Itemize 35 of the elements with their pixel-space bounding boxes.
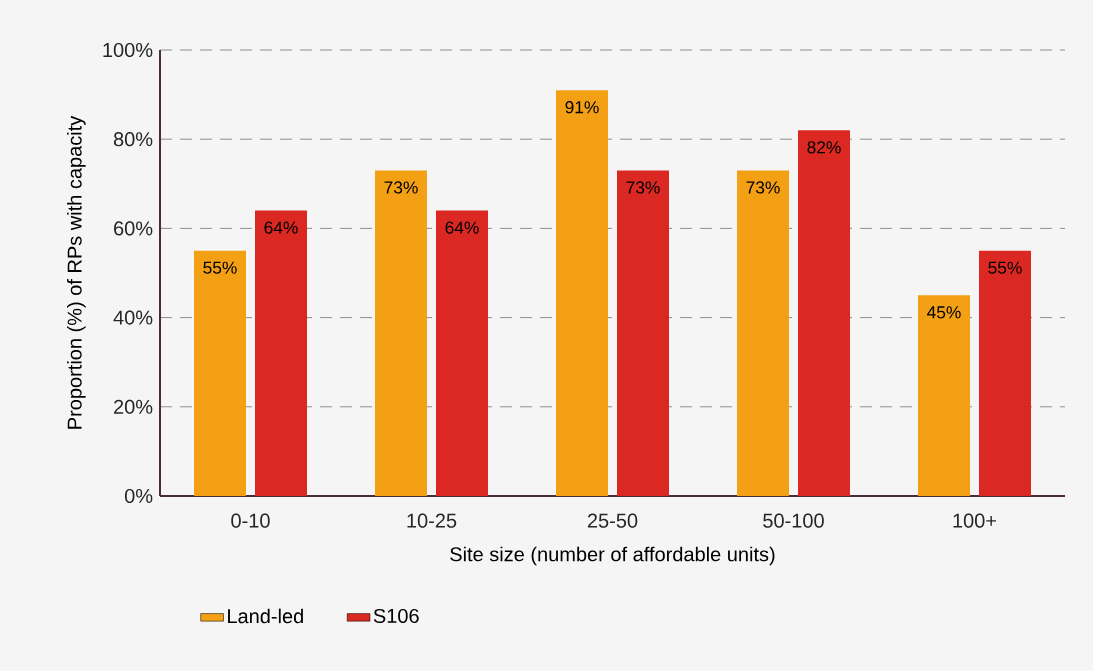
x-tick-label: 100+ <box>953 513 997 528</box>
y-tick-label: 20% <box>114 399 153 414</box>
y-tick-label: 40% <box>113 310 153 325</box>
x-axis-title: Site size (number of affordable units) <box>450 546 775 566</box>
bar <box>436 210 489 496</box>
bar <box>979 250 1031 496</box>
data-label: 64% <box>445 221 479 234</box>
y-tick-label: 60% <box>114 221 153 236</box>
bar <box>918 295 970 496</box>
data-label: 73% <box>746 181 780 194</box>
legend-label: S106 <box>373 608 419 624</box>
data-label: 73% <box>384 181 418 194</box>
y-tick-label: 80% <box>113 132 153 147</box>
legend-label: Land-led <box>228 608 303 624</box>
bar <box>737 170 789 496</box>
data-label: 73% <box>626 181 660 194</box>
bar <box>375 170 427 496</box>
data-label: 45% <box>927 306 961 319</box>
bar <box>556 90 608 496</box>
x-tick-label: 50-100 <box>763 513 824 528</box>
x-tick-label: 25-50 <box>587 513 638 528</box>
data-label: 91% <box>565 101 599 114</box>
data-label: 55% <box>203 261 237 274</box>
y-axis-title: Proportion (%) of RPs with capacity <box>67 115 86 429</box>
data-label: 55% <box>988 261 1022 274</box>
y-tick-label: 100% <box>103 42 153 58</box>
bar <box>798 130 850 496</box>
bar <box>617 170 669 496</box>
bar <box>194 250 247 496</box>
data-label: 82% <box>807 141 841 154</box>
bar <box>255 210 308 496</box>
x-tick-label: 0-10 <box>231 513 270 528</box>
x-tick-label: 10-25 <box>407 513 457 528</box>
data-label: 64% <box>264 221 298 234</box>
y-tick-label: 0% <box>124 488 153 504</box>
